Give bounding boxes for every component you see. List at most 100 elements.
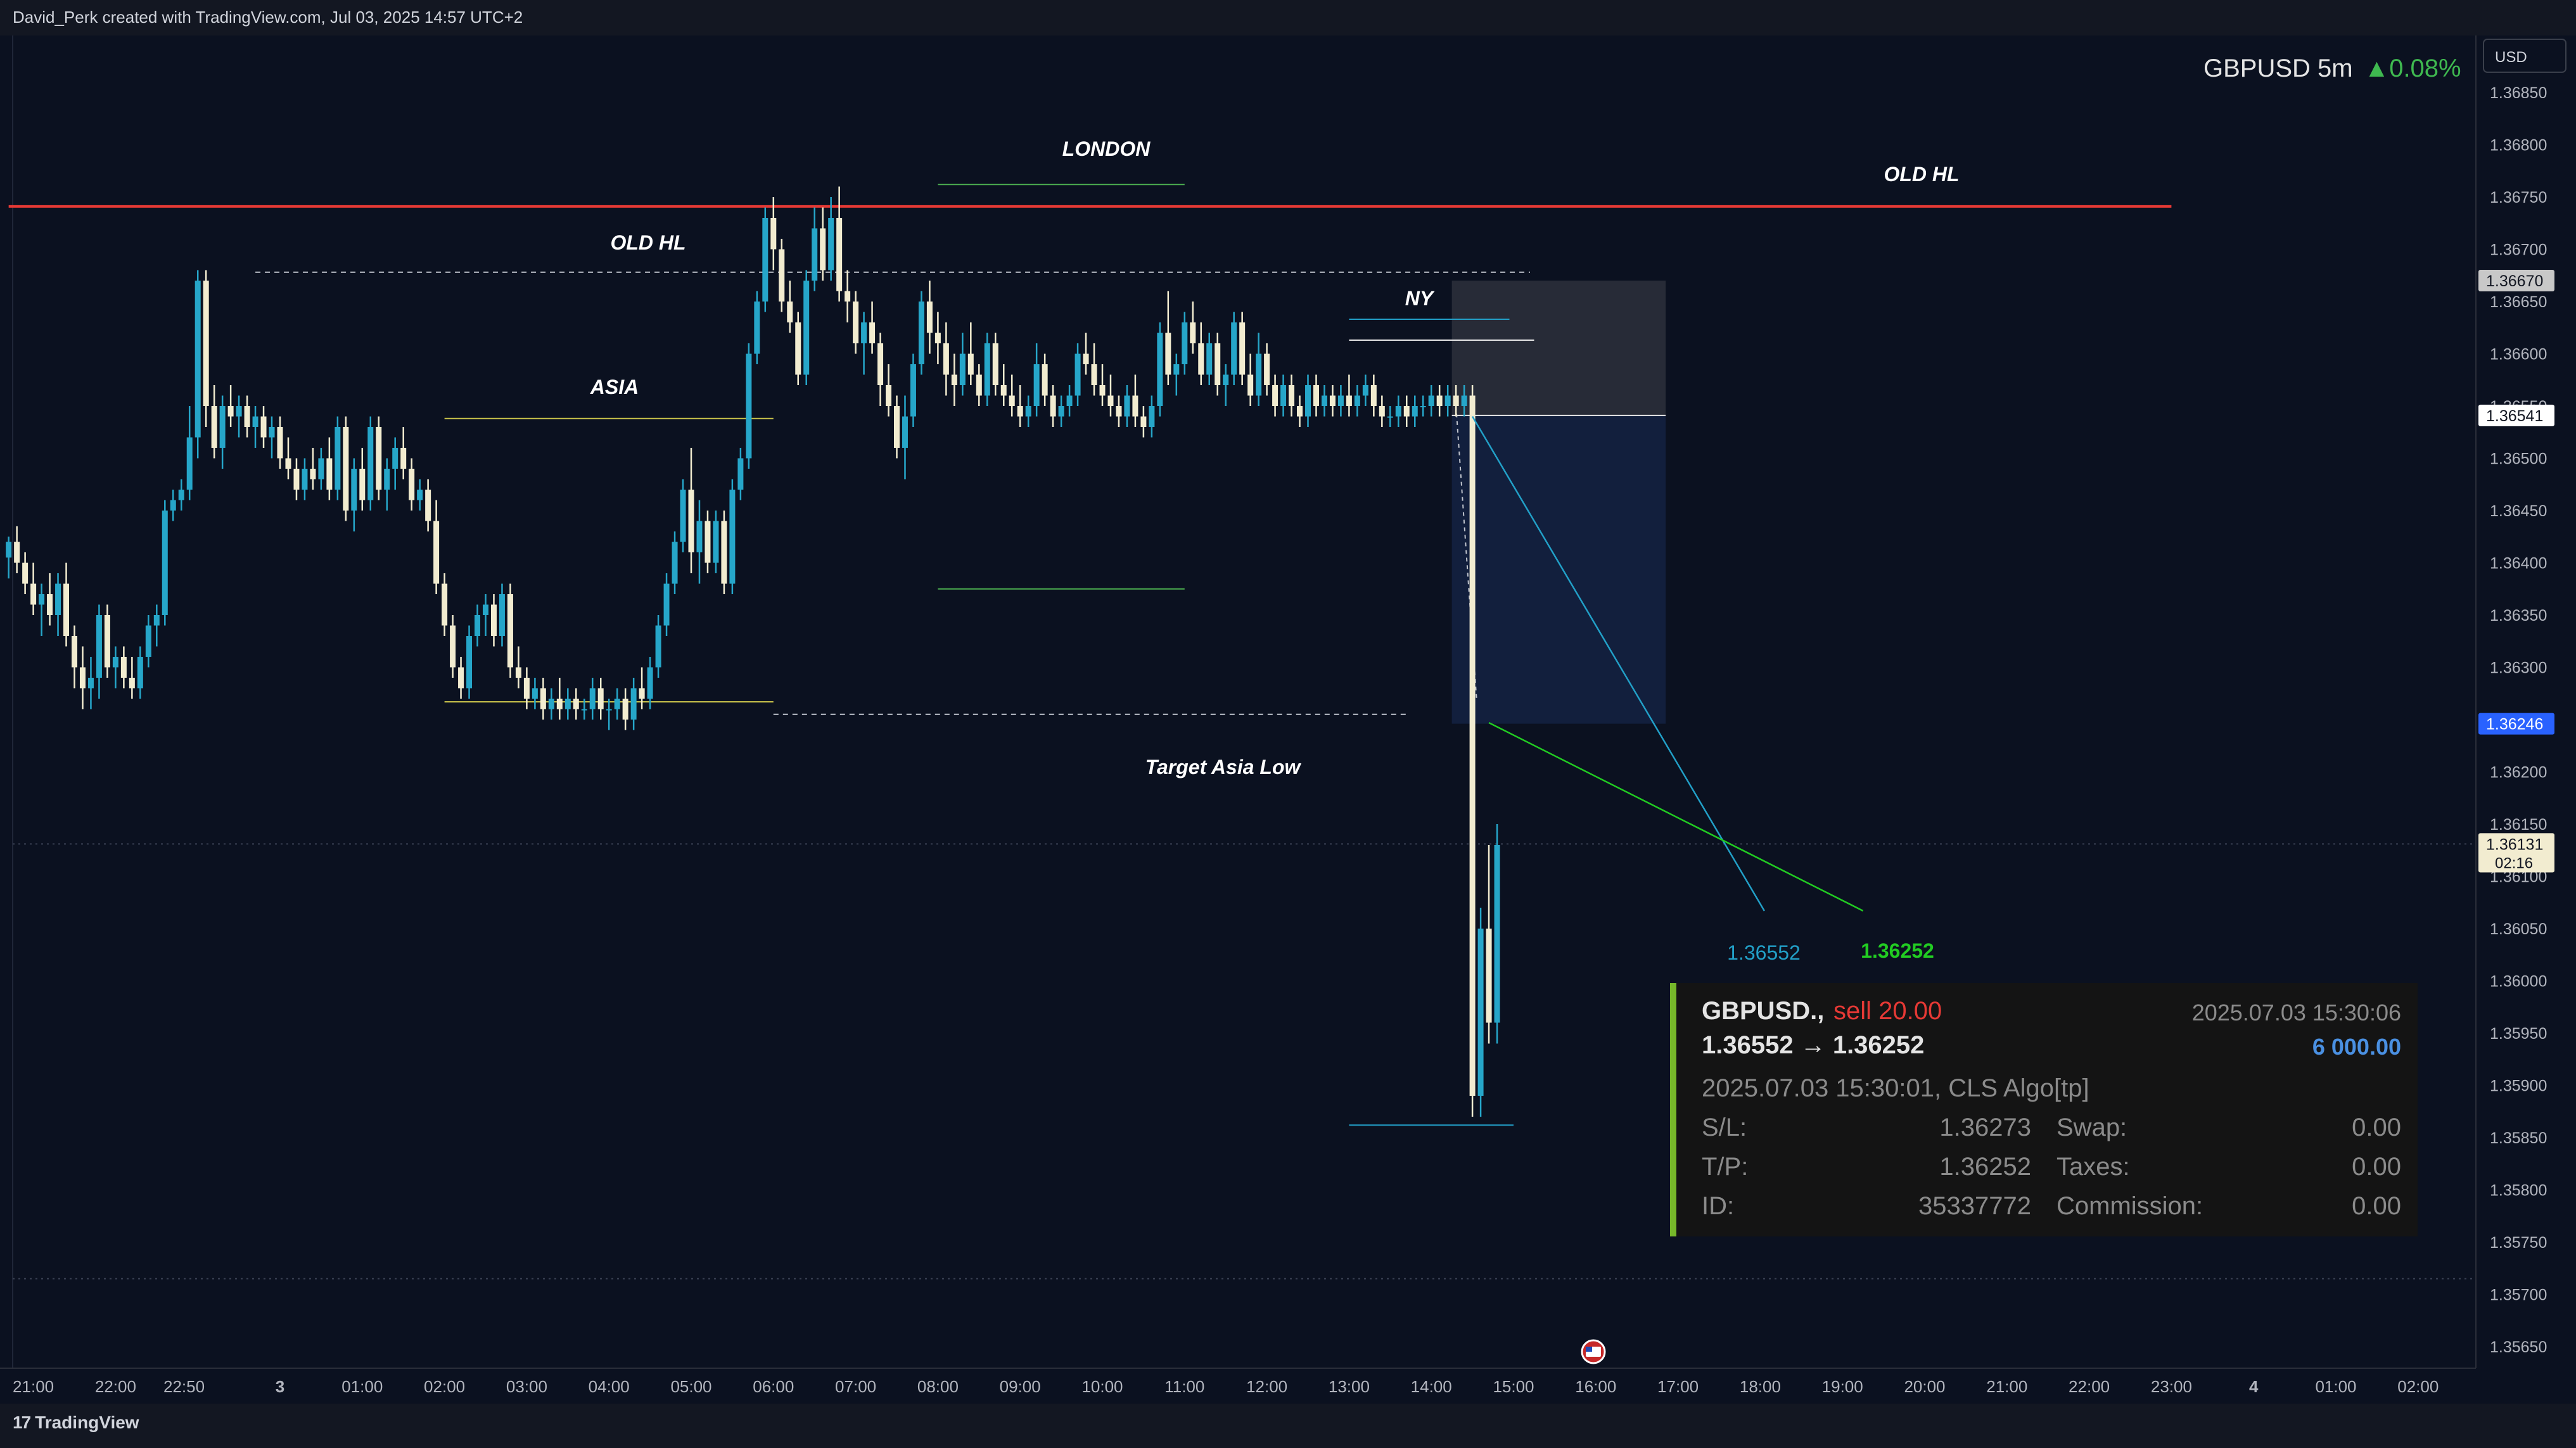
symbol-legend[interactable]: GBPUSD 5m ▲0.08% — [2203, 54, 2461, 83]
swap-value: 0.00 — [2352, 1114, 2401, 1141]
level-label-4: ASIA — [590, 376, 639, 398]
candle-body — [556, 699, 563, 709]
candle-body — [145, 625, 151, 657]
candle-body — [1313, 385, 1319, 406]
price-tick-label: 1.35700 — [2490, 1286, 2547, 1304]
level-label-0: OLD HL — [1884, 163, 1959, 186]
candle-body — [1239, 322, 1246, 375]
candle-body — [614, 699, 620, 709]
candle-body — [326, 458, 333, 490]
candle-body — [351, 469, 357, 511]
candle-body — [186, 437, 193, 490]
candle-body — [853, 302, 859, 343]
candle-body — [1215, 343, 1221, 385]
candle-body — [1461, 395, 1467, 406]
time-tick-label: 3 — [276, 1377, 284, 1396]
sl-value: 1.36273 — [1939, 1114, 2031, 1141]
candle-body — [507, 594, 513, 668]
candle-body — [1149, 406, 1155, 427]
price-tick-label: 1.36450 — [2490, 502, 2547, 520]
price-badge-1 — [2478, 404, 2554, 426]
candle-body — [1436, 395, 1443, 406]
candle-body — [277, 427, 283, 459]
candle-body — [1009, 395, 1015, 406]
price-tick-label: 1.36400 — [2490, 555, 2547, 573]
candle-body — [1329, 395, 1336, 406]
candle-body — [1074, 353, 1081, 396]
trade-side: sell 20.00 — [1833, 997, 1942, 1025]
candle-body — [1337, 395, 1344, 406]
candle-body — [1182, 322, 1188, 364]
price-badge-value-2: 1.36246 — [2486, 716, 2543, 734]
trade-panel: GBPUSD., sell 20.00 2025.07.03 15:30:06 … — [1670, 983, 2418, 1236]
candle-body — [564, 699, 571, 709]
candle-body — [820, 228, 826, 270]
candle-body — [425, 490, 431, 521]
candle-body — [1042, 364, 1048, 396]
candle-body — [1297, 406, 1303, 417]
price-badge-value-3: 1.36131 — [2486, 835, 2543, 853]
candle-body — [79, 667, 86, 689]
price-tick-label: 1.36600 — [2490, 346, 2547, 364]
time-tick-label: 14:00 — [1411, 1377, 1452, 1396]
time-tick-label: 17:00 — [1657, 1377, 1699, 1396]
candle-body — [1206, 343, 1213, 375]
candle-body — [1017, 406, 1023, 417]
price-tick-label: 1.36850 — [2490, 84, 2547, 102]
candle-body — [630, 688, 637, 720]
price-badge-2 — [2478, 713, 2554, 735]
candle-body — [1412, 406, 1418, 417]
candle-body — [433, 521, 440, 584]
time-tick-label: 08:00 — [917, 1377, 959, 1396]
time-tick-label: 16:00 — [1575, 1377, 1616, 1396]
candle-body — [532, 688, 538, 699]
candle-body — [746, 353, 752, 459]
candle-body — [1190, 322, 1196, 343]
candle-body — [713, 521, 719, 563]
candle-body — [6, 542, 12, 558]
candle-body — [162, 511, 168, 615]
time-tick-label: 22:50 — [163, 1377, 205, 1396]
time-tick-label: 09:00 — [1000, 1377, 1041, 1396]
candle-body — [680, 490, 686, 542]
time-tick-label: 11:00 — [1164, 1377, 1204, 1396]
level-label-1: OLD HL — [610, 231, 685, 254]
candle-body — [926, 302, 933, 333]
candle-body — [1231, 322, 1237, 375]
candle-body — [14, 542, 20, 563]
candle-body — [663, 583, 670, 626]
price-tick-label: 1.36150 — [2490, 816, 2547, 834]
candle-body — [992, 343, 998, 385]
price-tick-label: 1.35950 — [2490, 1025, 2547, 1043]
taxes-label: Taxes: — [2056, 1153, 2130, 1181]
trade-label-tp: 1.36252 — [1861, 939, 1934, 962]
candle-body — [450, 625, 456, 668]
price-tick-label: 1.35850 — [2490, 1129, 2547, 1147]
candle-body — [647, 667, 653, 699]
candle-body — [1370, 385, 1377, 406]
time-tick-label: 06:00 — [753, 1377, 794, 1396]
time-tick-label: 23:00 — [2151, 1377, 2192, 1396]
candle-body — [129, 678, 135, 689]
tradingview-logo[interactable]: 17 TradingView — [13, 1413, 139, 1433]
candle-body — [597, 688, 604, 709]
stop-zone — [1451, 281, 1666, 416]
candle-body — [1247, 374, 1254, 396]
price-tick-label: 1.35750 — [2490, 1234, 2547, 1252]
price-badge-value-0: 1.36670 — [2486, 272, 2543, 290]
bottom-bar: 17 TradingView — [0, 1404, 2576, 1448]
price-tick-label: 1.36350 — [2490, 607, 2547, 625]
sl-label: S/L: — [1702, 1114, 1747, 1141]
candle-body — [1494, 845, 1500, 1023]
time-tick-label: 03:00 — [506, 1377, 547, 1396]
candle-body — [178, 490, 184, 500]
candle-body — [967, 353, 974, 375]
candle-body — [335, 427, 341, 490]
candle-body — [1272, 385, 1278, 406]
candle-body — [285, 458, 291, 469]
candle-body — [1124, 395, 1130, 417]
price-badge-value-1: 1.36541 — [2486, 407, 2543, 425]
candle-body — [1165, 333, 1171, 375]
candle-body — [417, 490, 423, 500]
candle-body — [1223, 374, 1229, 385]
